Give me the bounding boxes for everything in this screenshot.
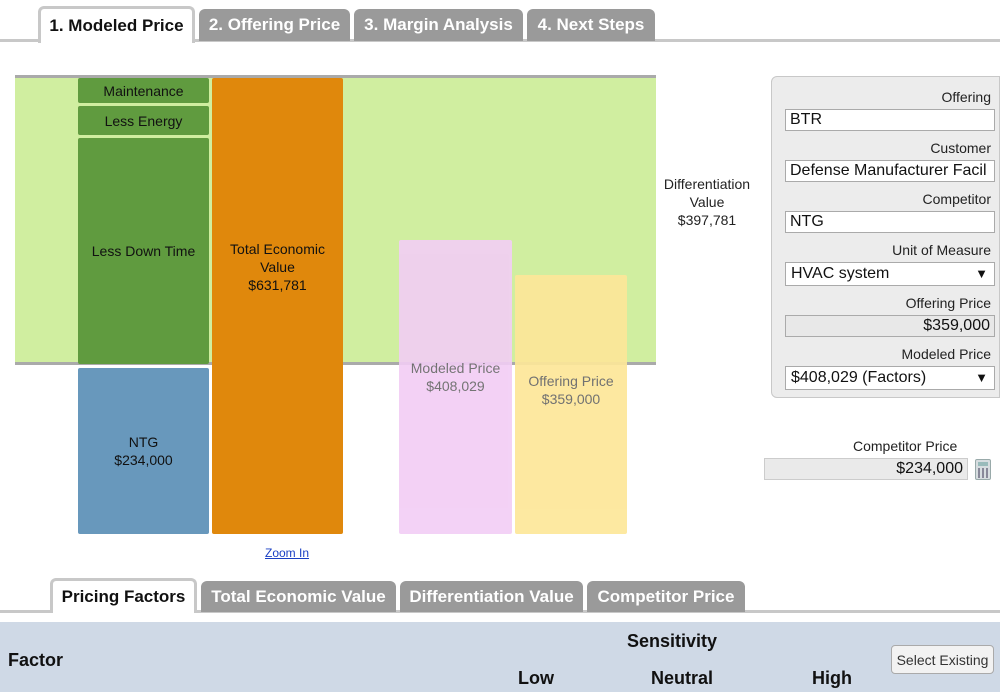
competitor-price-label: Competitor Price: [853, 438, 958, 454]
bar-tev-value: $631,781: [248, 277, 307, 293]
bar-maintenance: Maintenance: [78, 78, 209, 103]
differentiation-annotation: Differentiation Value $397,781: [655, 175, 759, 229]
parameters-panel: Offering BTR Customer Defense Manufactur…: [771, 76, 1000, 398]
offering-price-field: $359,000: [785, 315, 995, 337]
unit-of-measure-select[interactable]: HVAC system ▼: [785, 262, 995, 286]
zoom-in-link[interactable]: Zoom In: [265, 546, 310, 560]
tab-modeled-price[interactable]: 1. Modeled Price: [38, 6, 195, 43]
factor-table-header: Factor Sensitivity Low Neutral High: [0, 622, 1000, 692]
unit-of-measure-value: HVAC system: [791, 265, 890, 282]
sensitivity-low-header: Low: [518, 668, 554, 688]
offering-price-label: Offering Price: [905, 295, 991, 311]
bar-modeled-label: Modeled Price: [410, 360, 501, 376]
bar-maintenance-label: Maintenance: [103, 82, 184, 99]
sensitivity-header: Sensitivity: [627, 631, 718, 651]
bottom-tab-bar: Pricing Factors Total Economic Value Dif…: [0, 578, 1000, 613]
bar-ntg: NTG $234,000: [78, 368, 209, 534]
sensitivity-high-header: High: [812, 668, 852, 688]
bar-ntg-label: NTG: [128, 434, 159, 450]
differentiation-label: Differentiation Value: [663, 176, 751, 210]
factor-column-header: Factor: [8, 650, 64, 670]
bar-less-down-time: Less Down Time: [78, 138, 209, 364]
competitor-price-field[interactable]: $234,000: [764, 458, 968, 480]
bar-offering-price: Offering Price $359,000: [515, 275, 627, 534]
bar-modeled-value: $408,029: [426, 378, 485, 394]
tab-offering-price[interactable]: 2. Offering Price: [199, 9, 350, 41]
bar-offering-label: Offering Price: [528, 372, 614, 389]
tab-competitor-price[interactable]: Competitor Price: [587, 581, 745, 612]
bar-less-down-time-label: Less Down Time: [91, 243, 196, 259]
customer-field[interactable]: Defense Manufacturer Facil: [785, 160, 995, 182]
modeled-price-select[interactable]: $408,029 (Factors) ▼: [785, 366, 995, 390]
differentiation-value: $397,781: [677, 212, 737, 228]
tab-pricing-factors[interactable]: Pricing Factors: [50, 578, 197, 613]
bar-ntg-value: $234,000: [114, 452, 173, 468]
modeled-price-label: Modeled Price: [901, 346, 992, 362]
modeled-price-value: $408,029 (Factors): [791, 369, 927, 386]
offering-field[interactable]: BTR: [785, 109, 995, 131]
customer-label: Customer: [930, 140, 991, 156]
dropdown-arrow-icon: ▼: [975, 266, 988, 281]
top-tab-bar: 1. Modeled Price 2. Offering Price 3. Ma…: [0, 0, 1000, 43]
competitor-label: Competitor: [922, 191, 991, 207]
price-chart: Maintenance Less Energy Less Down Time N…: [15, 70, 660, 545]
bar-total-economic-value: Total Economic Value $631,781: [212, 78, 343, 534]
bar-offering-value: $359,000: [541, 390, 601, 407]
tab-next-steps[interactable]: 4. Next Steps: [527, 9, 655, 41]
calculator-icon[interactable]: [975, 459, 991, 480]
tab-differentiation-value[interactable]: Differentiation Value: [400, 581, 583, 612]
bar-less-energy: Less Energy: [78, 106, 209, 135]
sensitivity-neutral-header: Neutral: [651, 668, 714, 688]
select-existing-button[interactable]: Select Existing: [891, 645, 994, 674]
tab-total-economic-value[interactable]: Total Economic Value: [201, 581, 396, 612]
dropdown-arrow-icon: ▼: [975, 370, 988, 385]
bar-tev-label: Total Economic Value: [230, 241, 325, 275]
tab-margin-analysis[interactable]: 3. Margin Analysis: [354, 9, 523, 41]
bar-less-energy-label: Less Energy: [104, 112, 183, 129]
competitor-field[interactable]: NTG: [785, 211, 995, 233]
unit-of-measure-label: Unit of Measure: [892, 242, 991, 258]
bar-modeled-price: Modeled Price $408,029: [399, 240, 512, 534]
offering-label: Offering: [941, 89, 991, 105]
